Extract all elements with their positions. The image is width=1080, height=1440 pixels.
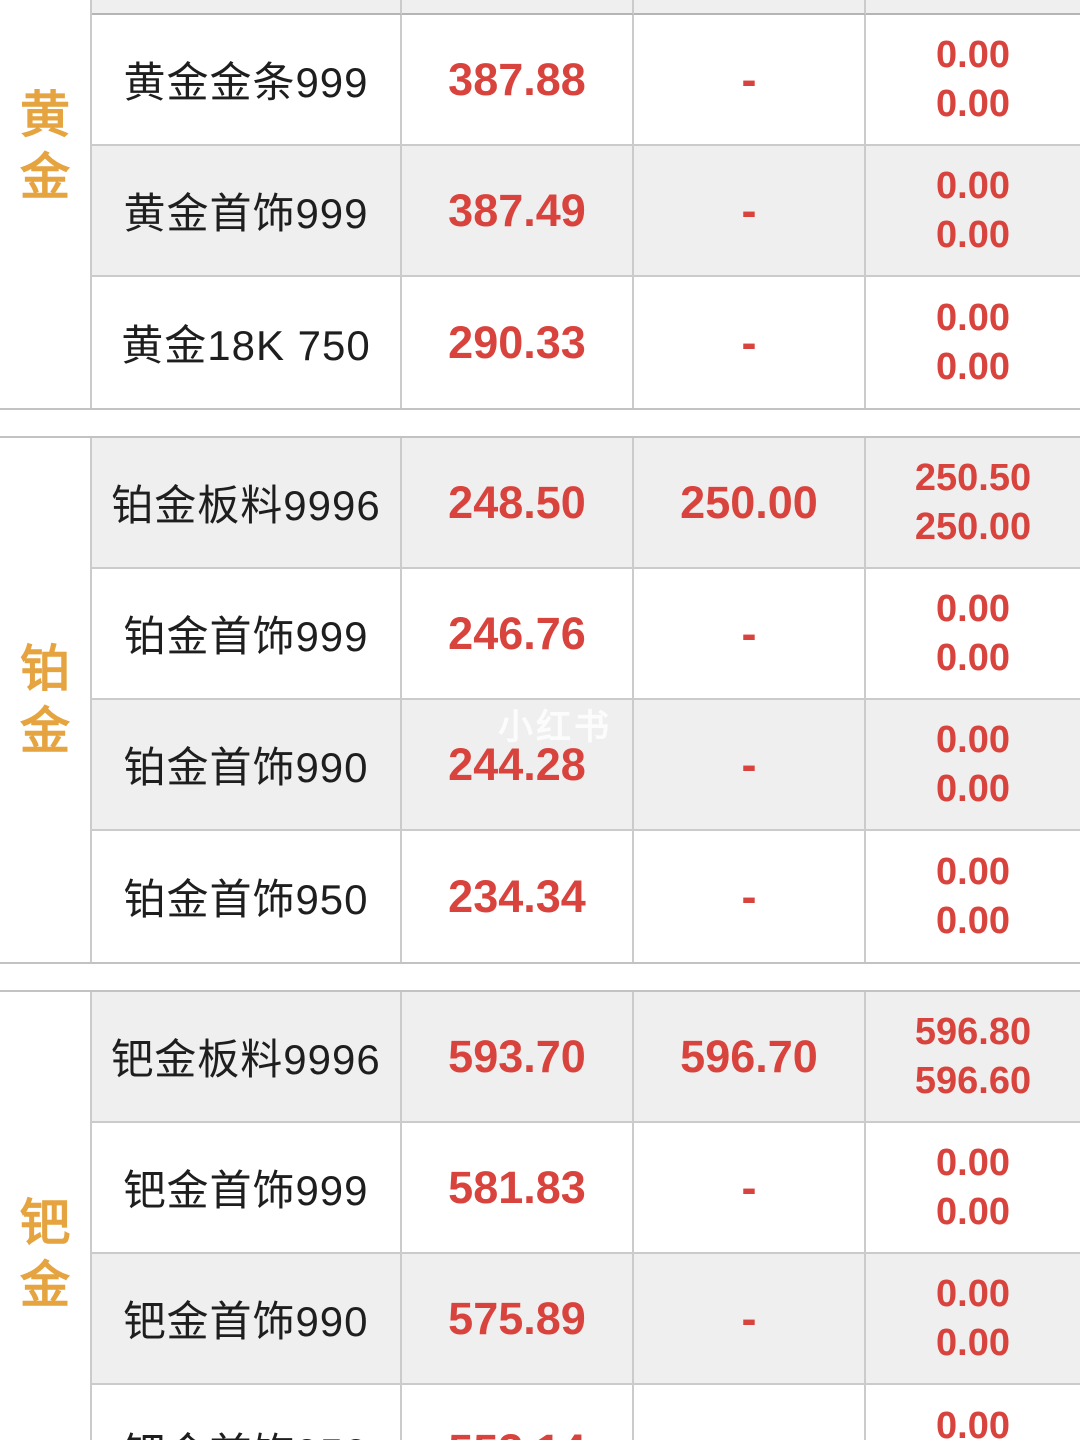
price-primary: 575.89 — [402, 1254, 634, 1385]
price-low: 0.00 — [936, 636, 1010, 679]
price-high: 0.00 — [936, 164, 1010, 207]
price-low: 0.00 — [936, 767, 1010, 810]
category-label: 钯金 — [20, 1195, 70, 1313]
partial-row-fragment — [92, 0, 402, 15]
price-pair: 0.00 0.00 — [866, 831, 1080, 962]
price-primary: 248.50 — [402, 438, 634, 569]
category-cell: 铂金 — [0, 438, 92, 962]
price-pair: 0.00 0.00 — [866, 1123, 1080, 1254]
price-pair: 0.00 0.00 — [866, 569, 1080, 700]
category-label: 铂金 — [20, 641, 70, 759]
price-low: 0.00 — [936, 213, 1010, 256]
price-secondary: - — [634, 146, 866, 277]
product-name: 铂金首饰999 — [92, 569, 402, 700]
price-low: 0.00 — [936, 899, 1010, 942]
price-high: 0.00 — [936, 718, 1010, 761]
price-pair: 0.00 0.00 — [866, 1385, 1080, 1440]
price-section-palladium: 钯金 钯金板料9996 593.70 596.70 596.80 596.60 … — [0, 990, 1080, 1440]
price-pair: 0.00 0.00 — [866, 146, 1080, 277]
price-secondary: - — [634, 15, 866, 146]
product-name: 钯金首饰950 — [92, 1385, 402, 1440]
price-pair: 596.80 596.60 — [866, 992, 1080, 1123]
price-low: 0.00 — [936, 1190, 1010, 1233]
price-high: 0.00 — [936, 587, 1010, 630]
category-label: 黄金 — [20, 87, 70, 205]
price-secondary: - — [634, 831, 866, 962]
price-pair: 0.00 0.00 — [866, 1254, 1080, 1385]
price-pair: 0.00 0.00 — [866, 15, 1080, 146]
price-primary: 246.76 — [402, 569, 634, 700]
price-secondary: - — [634, 1123, 866, 1254]
price-low: 0.00 — [936, 345, 1010, 388]
product-name: 铂金首饰950 — [92, 831, 402, 962]
price-low: 596.60 — [914, 1059, 1032, 1102]
product-name: 铂金板料9996 — [92, 438, 402, 569]
price-secondary: - — [634, 1254, 866, 1385]
product-name: 黄金18K 750 — [92, 277, 402, 408]
price-high: 0.00 — [936, 33, 1010, 76]
price-section-platinum: 铂金 铂金板料9996 248.50 250.00 250.50 250.00 … — [0, 436, 1080, 964]
price-low: 250.00 — [914, 505, 1032, 548]
price-high: 0.00 — [936, 850, 1010, 893]
price-low: 0.00 — [936, 1321, 1010, 1364]
category-cell: 黄金 — [0, 0, 92, 408]
price-secondary: - — [634, 700, 866, 831]
price-secondary: 596.70 — [634, 992, 866, 1123]
price-section-gold: 黄金 黄金金条999 387.88 - 0.00 0.00 黄金首饰999 38… — [0, 0, 1080, 410]
product-name: 钯金首饰999 — [92, 1123, 402, 1254]
partial-row-fragment — [402, 0, 634, 15]
price-primary: 234.34 — [402, 831, 634, 962]
price-primary: 387.88 — [402, 15, 634, 146]
partial-row-fragment — [866, 0, 1080, 15]
price-primary: 553.14 — [402, 1385, 634, 1440]
price-secondary: 250.00 — [634, 438, 866, 569]
category-cell: 钯金 — [0, 992, 92, 1440]
price-primary: 244.28 — [402, 700, 634, 831]
price-high: 250.50 — [914, 456, 1032, 499]
price-high: 0.00 — [936, 296, 1010, 339]
price-secondary: - — [634, 277, 866, 408]
price-high: 596.80 — [914, 1010, 1032, 1053]
price-secondary: - — [634, 1385, 866, 1440]
product-name: 钯金板料9996 — [92, 992, 402, 1123]
price-high: 0.00 — [936, 1404, 1010, 1440]
product-name: 铂金首饰990 — [92, 700, 402, 831]
price-low: 0.00 — [936, 82, 1010, 125]
price-pair: 0.00 0.00 — [866, 700, 1080, 831]
product-name: 黄金金条999 — [92, 15, 402, 146]
product-name: 钯金首饰990 — [92, 1254, 402, 1385]
partial-row-fragment — [634, 0, 866, 15]
price-primary: 290.33 — [402, 277, 634, 408]
price-primary: 581.83 — [402, 1123, 634, 1254]
price-secondary: - — [634, 569, 866, 700]
price-pair: 250.50 250.00 — [866, 438, 1080, 569]
price-high: 0.00 — [936, 1141, 1010, 1184]
price-high: 0.00 — [936, 1272, 1010, 1315]
price-primary: 387.49 — [402, 146, 634, 277]
price-pair: 0.00 0.00 — [866, 277, 1080, 408]
product-name: 黄金首饰999 — [92, 146, 402, 277]
price-primary: 593.70 — [402, 992, 634, 1123]
